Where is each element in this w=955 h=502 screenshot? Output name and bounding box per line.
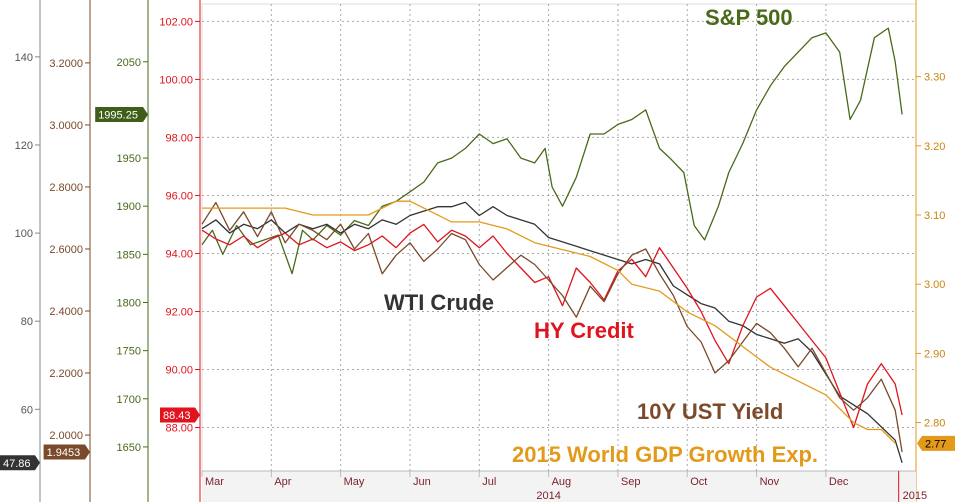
series-label-hy: HY Credit bbox=[534, 318, 635, 343]
x-tick-label-8: Nov bbox=[760, 476, 780, 488]
last-value-badge-gdp bbox=[917, 435, 955, 451]
x-year-label-1: 2015 bbox=[903, 490, 927, 502]
gridlines bbox=[201, 3, 917, 472]
tick-label-wti-0: 60 bbox=[21, 404, 33, 416]
tick-label-spx-1: 1700 bbox=[117, 394, 141, 406]
tick-label-spx-2: 1750 bbox=[117, 346, 141, 358]
x-tick-label-4: Jul bbox=[482, 476, 496, 488]
x-tick-label-5: Aug bbox=[552, 476, 572, 488]
tick-label-wti-1: 80 bbox=[21, 316, 33, 328]
series-line-hy bbox=[201, 223, 903, 429]
tick-label-ust10y-2: 2.4000 bbox=[49, 306, 83, 318]
tick-label-gdp-2: 3.00 bbox=[924, 279, 945, 291]
tick-label-ust10y-6: 3.2000 bbox=[49, 58, 83, 70]
tick-label-wti-2: 100 bbox=[15, 228, 33, 240]
tick-label-ust10y-4: 2.8000 bbox=[49, 182, 83, 194]
x-tick-label-7: Oct bbox=[690, 476, 707, 488]
tick-label-hy-7: 102.00 bbox=[159, 16, 193, 28]
tick-label-spx-5: 1900 bbox=[117, 201, 141, 213]
x-tick-label-9: Dec bbox=[829, 476, 849, 488]
tick-label-ust10y-0: 2.0000 bbox=[49, 430, 83, 442]
tick-label-spx-0: 1650 bbox=[117, 442, 141, 454]
tick-label-ust10y-3: 2.6000 bbox=[49, 244, 83, 256]
series-line-wti bbox=[201, 201, 903, 463]
x-tick-label-0: Mar bbox=[205, 476, 224, 488]
x-year-label-0: 2014 bbox=[536, 490, 560, 502]
tick-label-spx-3: 1800 bbox=[117, 297, 141, 309]
series-label-spx: S&P 500 bbox=[705, 5, 793, 30]
last-value-text-spx: 1995.25 bbox=[98, 109, 138, 121]
x-axis-band bbox=[202, 471, 916, 502]
tick-label-hy-3: 94.00 bbox=[165, 248, 193, 260]
x-tick-label-1: Apr bbox=[274, 476, 291, 488]
series-label-wti: WTI Crude bbox=[384, 290, 494, 315]
tick-label-wti-3: 120 bbox=[15, 140, 33, 152]
tick-label-gdp-1: 2.90 bbox=[924, 348, 945, 360]
last-value-badge-hy bbox=[160, 407, 200, 423]
tick-label-hy-6: 100.00 bbox=[159, 74, 193, 86]
last-value-badge-wti bbox=[0, 455, 40, 471]
tick-label-hy-0: 88.00 bbox=[165, 422, 193, 434]
tick-label-hy-2: 92.00 bbox=[165, 306, 193, 318]
tick-label-spx-4: 1850 bbox=[117, 249, 141, 261]
last-value-badge-ust10y bbox=[43, 444, 90, 460]
tick-label-spx-7: 2050 bbox=[117, 57, 141, 69]
tick-label-gdp-3: 3.10 bbox=[924, 210, 945, 222]
last-value-badges: 47.86 1.9453 1995.25 88.43 2.77 bbox=[0, 106, 955, 471]
last-value-badge-spx bbox=[95, 106, 148, 122]
tick-label-ust10y-5: 3.0000 bbox=[49, 120, 83, 132]
series-line-ust10y bbox=[201, 201, 903, 453]
tick-label-spx-6: 1950 bbox=[117, 153, 141, 165]
tick-label-gdp-0: 2.80 bbox=[924, 418, 945, 430]
series-label-gdp: 2015 World GDP Growth Exp. bbox=[512, 442, 818, 467]
series-lines bbox=[201, 27, 903, 463]
x-tick-label-3: Jun bbox=[413, 476, 431, 488]
tick-label-hy-4: 96.00 bbox=[165, 190, 193, 202]
tick-label-hy-5: 98.00 bbox=[165, 132, 193, 144]
series-label-ust10y: 10Y UST Yield bbox=[637, 399, 783, 424]
x-tick-label-2: May bbox=[344, 476, 365, 488]
series-line-gdp bbox=[202, 200, 896, 444]
axes: 60 80 100 120 140 2.0000 2.2000 2.4000 2.6000 2.8… bbox=[15, 0, 945, 502]
last-value-text-ust10y: 1.9453 bbox=[47, 447, 81, 459]
tick-label-gdp-4: 3.20 bbox=[924, 141, 945, 153]
last-value-text-gdp: 2.77 bbox=[925, 438, 946, 450]
last-value-text-hy: 88.43 bbox=[163, 410, 191, 422]
tick-label-gdp-5: 3.30 bbox=[924, 72, 945, 84]
plot-area bbox=[201, 3, 917, 472]
tick-label-ust10y-1: 2.2000 bbox=[49, 368, 83, 380]
tick-label-hy-1: 90.00 bbox=[165, 364, 193, 376]
series-labels: S&P 500 WTI Crude HY Credit 10Y UST Yiel… bbox=[384, 5, 818, 467]
tick-label-wti-4: 140 bbox=[15, 52, 33, 64]
last-value-text-wti: 47.86 bbox=[3, 458, 31, 470]
series-line-spx bbox=[201, 27, 903, 275]
x-axis: Mar Apr May Jun Jul Aug Sep Oct Nov Dec 2014 2015 bbox=[201, 470, 927, 502]
x-tick-label-6: Sep bbox=[621, 476, 641, 488]
